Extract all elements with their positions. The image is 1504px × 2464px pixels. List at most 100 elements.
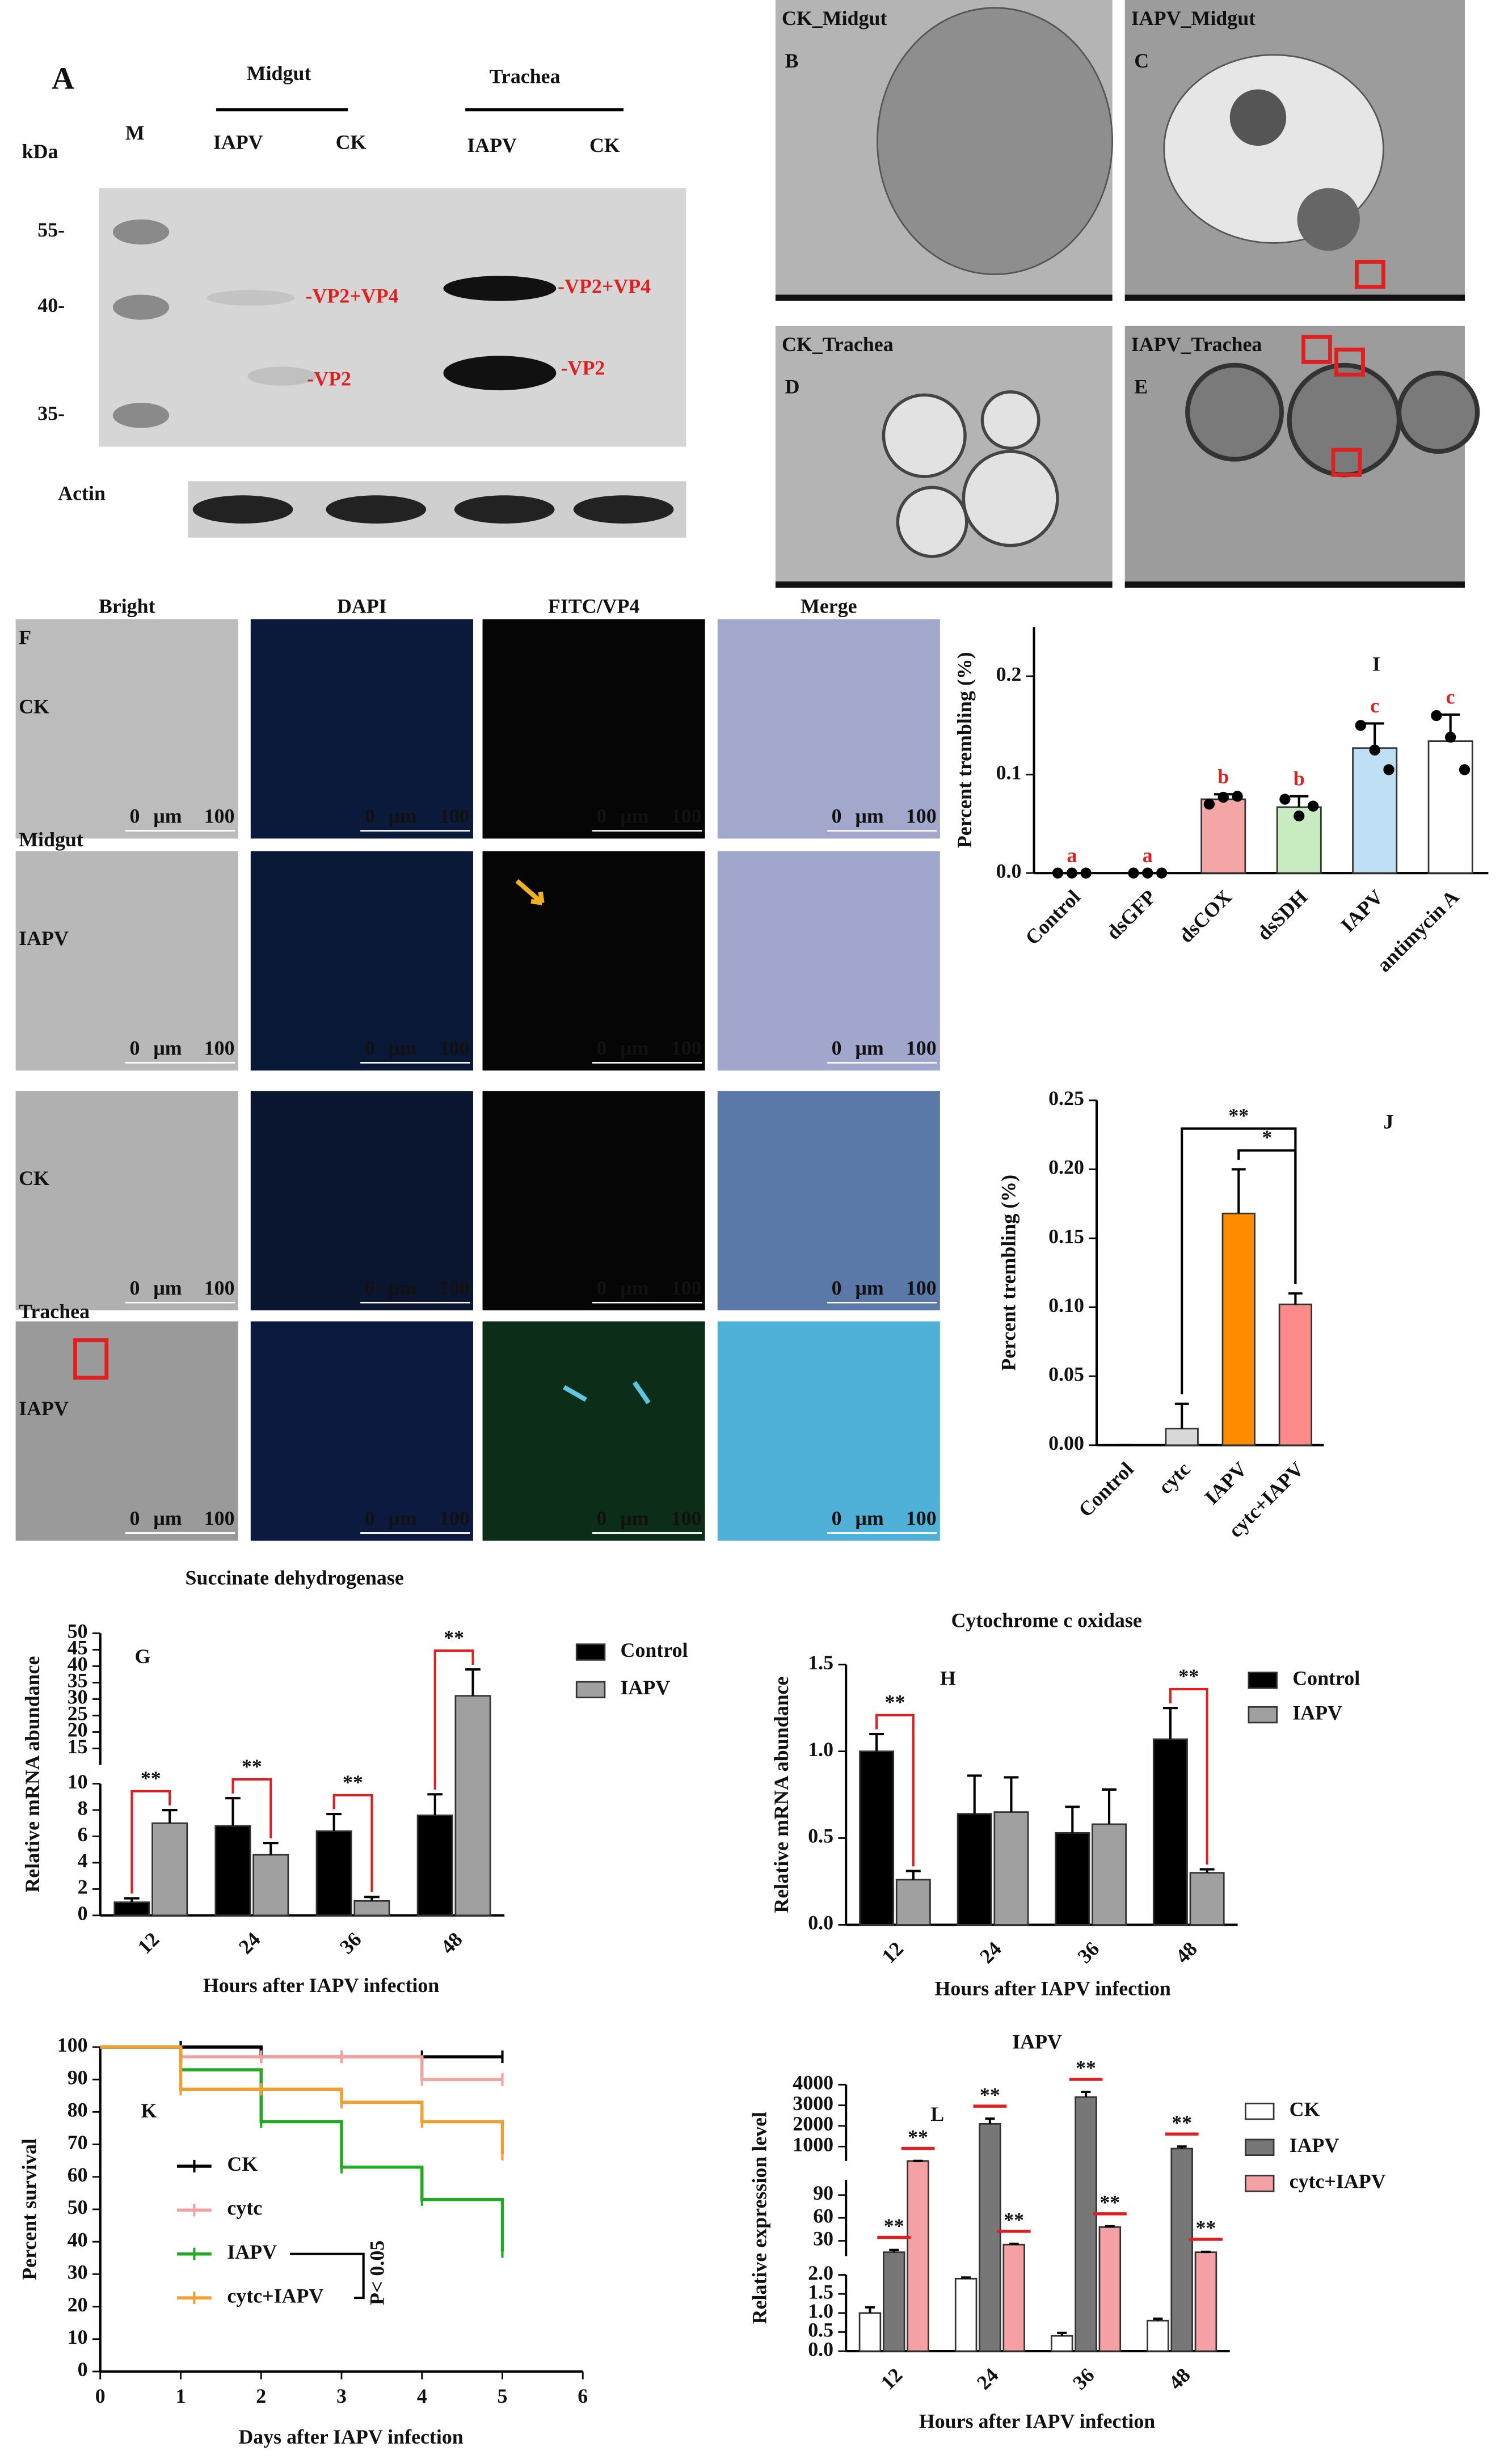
survival-line (100, 2045, 504, 2252)
scale-label: 0 (365, 1037, 375, 1060)
x-tick-label: 3 (336, 2385, 347, 2407)
significance-label: ** (885, 1691, 905, 1714)
bar (1098, 2226, 1122, 2352)
panel-letter: J (1383, 1111, 1393, 1133)
legend-label: IAPV (227, 2241, 277, 2263)
x-tick-label: 36 (335, 1928, 366, 1959)
bar (416, 1815, 453, 1917)
scale-label: μm (389, 805, 417, 828)
group-label: Trachea (490, 65, 561, 87)
bar (214, 1825, 251, 1917)
data-point (1294, 810, 1305, 822)
panel-letter: B (785, 49, 798, 72)
y-tick-label: 15 (68, 1735, 88, 1758)
y-tick-label: 0.2 (996, 663, 1022, 685)
scale-strip (775, 294, 1113, 301)
panel-letter: C (1134, 49, 1149, 72)
bar (859, 1750, 895, 1926)
scale-label: μm (389, 1507, 417, 1530)
micrograph (250, 619, 473, 839)
significance-bracket (130, 1790, 171, 1894)
bar (353, 1900, 390, 1917)
scale-label: μm (153, 1507, 182, 1530)
tem-image (1124, 326, 1465, 588)
y-axis-label: Relative mRNA abundance (21, 1656, 44, 1893)
row-label: IAPV (19, 1397, 69, 1420)
data-point (1052, 867, 1064, 879)
x-tick-label: 2 (256, 2385, 266, 2407)
panel-letter: I (1372, 653, 1380, 676)
bar (315, 1830, 352, 1917)
scale-label: 100 (204, 1037, 235, 1060)
y-axis-label: Percent survival (18, 2138, 40, 2280)
tem-structure (1396, 370, 1480, 454)
size-label: 35- (37, 402, 65, 425)
y-tick-label: 4 (78, 1849, 88, 1872)
legend-swatch (1248, 1672, 1278, 1689)
scale-label: 0 (832, 1037, 842, 1060)
legend-label: Control (1292, 1667, 1360, 1690)
y-tick-label: 10 (68, 1770, 88, 1793)
data-point (1431, 710, 1442, 722)
scale-label: 100 (906, 1276, 937, 1299)
column-header: DAPI (337, 594, 387, 617)
tem-structure (962, 450, 1059, 547)
x-tick-label: 6 (578, 2385, 588, 2407)
y-tick-label: 2 (78, 1876, 88, 1898)
x-tick-label: 24 (234, 1928, 265, 1959)
x-tick-label: dsCOX (1174, 885, 1236, 947)
legend-label: cytc+IAPV (227, 2284, 323, 2307)
legend-swatch (1244, 2103, 1275, 2120)
group-letter: b (1294, 767, 1305, 790)
scale-label: μm (389, 1037, 417, 1060)
scale-label: μm (153, 1037, 182, 1060)
scale-label: μm (153, 1276, 182, 1299)
data-point (1156, 867, 1168, 879)
scale-label: 0 (130, 1276, 140, 1299)
x-axis-label: Hours after IAPV infection (919, 2410, 1155, 2432)
comparison-bracket (1237, 1149, 1297, 1284)
scale-label: μm (620, 1507, 648, 1530)
scale-label: 0 (130, 1037, 140, 1060)
significance-label: ** (141, 1767, 161, 1790)
x-tick-label: 5 (498, 2385, 508, 2407)
scale-label: 100 (204, 1276, 235, 1299)
micrograph (15, 851, 238, 1071)
chart-title: IAPV (1012, 2031, 1062, 2053)
group-letter: b (1217, 765, 1229, 788)
scale-label: 0 (832, 805, 842, 828)
y-tick-label: 1.5 (808, 1651, 833, 1674)
tem-structure (1287, 362, 1402, 478)
chart-title: Succinate dehydrogenase (186, 1567, 404, 1589)
data-point (1355, 720, 1367, 731)
y-axis-label: Percent trembling (%) (997, 1175, 1019, 1371)
marker-band (112, 219, 170, 245)
x-tick-label: 36 (1073, 1937, 1104, 1968)
data-point (1307, 800, 1319, 812)
y-tick-label: 0.25 (1048, 1087, 1084, 1109)
significance-bracket (231, 1778, 272, 1838)
data-point (1459, 764, 1471, 775)
band (247, 366, 317, 386)
y-tick-label: 0.05 (1048, 1362, 1084, 1385)
scale-label: 100 (204, 805, 235, 828)
x-tick-label: 24 (975, 1937, 1006, 1968)
bar (252, 1854, 289, 1917)
highlight-box (1354, 260, 1385, 289)
y-tick-label: 0.15 (1048, 1225, 1084, 1247)
tem-structure (1185, 362, 1284, 462)
tem-structure (896, 486, 968, 558)
bar (993, 1811, 1029, 1926)
y-tick-label: 0.0 (808, 2338, 833, 2360)
significance-label: ** (1196, 2217, 1216, 2239)
panel-letter: E (1134, 375, 1148, 398)
band (443, 276, 557, 301)
data-point (1279, 794, 1291, 805)
y-tick-label: 30 (813, 2227, 833, 2250)
y-tick-label: 0.5 (808, 1825, 833, 1847)
legend-swatch (575, 1643, 606, 1661)
y-tick-label: 6 (78, 1823, 88, 1846)
scale-label: 0 (365, 1507, 375, 1530)
comparison-label: * (1262, 1126, 1272, 1149)
